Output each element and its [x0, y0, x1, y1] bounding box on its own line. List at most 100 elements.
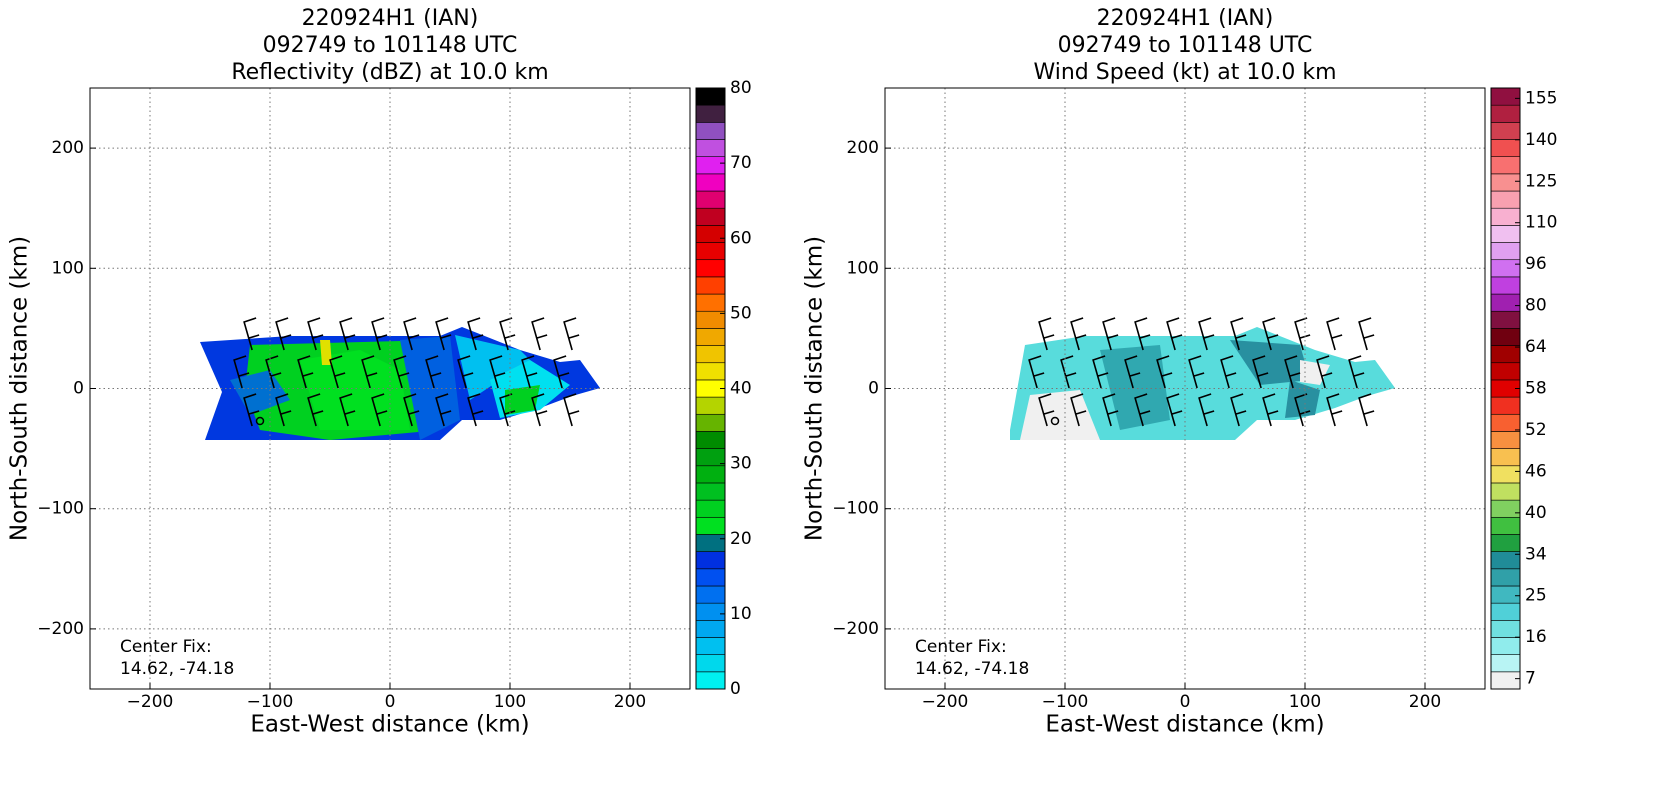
colorbar-tick-label: 140: [1525, 130, 1557, 150]
wind-barb: [1358, 393, 1375, 427]
x-tick-label: −200: [922, 692, 969, 712]
wind-barb: [1326, 317, 1343, 351]
colorbar-segment: [695, 499, 726, 518]
colorbar-segment: [1490, 310, 1521, 329]
wind-barb: [233, 355, 250, 389]
wind-barb: [553, 355, 570, 389]
colorbar-segment: [1490, 465, 1521, 484]
annotation: 14.62, -74.18: [120, 659, 234, 679]
colorbar-segment: [695, 104, 726, 123]
colorbar-segment: [695, 671, 726, 690]
y-tick-label: 0: [868, 379, 879, 399]
colorbar-segment: [695, 276, 726, 295]
y-tick-label: −100: [832, 499, 879, 519]
colorbar-segment: [1490, 620, 1521, 638]
colorbar-tick-label: 40: [730, 379, 752, 399]
wind-barb: [1316, 355, 1333, 389]
wind-barb: [329, 355, 346, 389]
colorbar-segment: [1490, 190, 1521, 209]
wind-barb: [243, 393, 260, 427]
colorbar-tick-label: 70: [730, 153, 752, 173]
wind-barb: [531, 317, 548, 351]
colorbar-tick-label: 50: [730, 303, 752, 323]
colorbar-segment: [695, 173, 726, 192]
colorbar-segment: [1490, 637, 1521, 655]
colorbar-tick-label: 16: [1525, 627, 1547, 647]
x-tick-label: 200: [614, 692, 646, 712]
plot-frame: [884, 87, 1486, 690]
annotation: Center Fix:: [120, 637, 212, 657]
colorbar-segment: [1490, 482, 1521, 501]
colorbar-segment: [695, 259, 726, 278]
colorbar-segment: [1490, 122, 1521, 140]
reflectivity-field: [200, 327, 600, 440]
colorbar-tick-label: 64: [1525, 337, 1547, 357]
x-axis-label: East-West distance (km): [1045, 712, 1324, 738]
wind-barb: [1156, 355, 1173, 389]
colorbar-tick-label: 25: [1525, 586, 1547, 606]
colorbar-segment: [695, 620, 726, 638]
annotation: 14.62, -74.18: [915, 659, 1029, 679]
wind-barb: [265, 355, 282, 389]
y-tick-label: 100: [847, 258, 879, 278]
colorbar-segment: [1490, 568, 1521, 587]
colorbar-tick-label: 110: [1525, 213, 1557, 233]
wind-barb: [1220, 355, 1237, 389]
y-tick-label: −200: [37, 619, 84, 639]
wind-barb: [1166, 393, 1183, 427]
colorbar-segment: [695, 551, 726, 570]
colorbar-tick-label: 20: [730, 529, 752, 549]
wind-barb: [1198, 317, 1215, 351]
wind-barb: [275, 393, 292, 427]
wind-barb: [1134, 317, 1151, 351]
colorbar-segment: [695, 122, 726, 140]
wind-barb: [307, 317, 324, 351]
wind-barb: [1124, 355, 1141, 389]
colorbar-segment: [695, 190, 726, 209]
x-tick-label: 100: [1289, 692, 1321, 712]
y-axis-label: North-South distance (km): [802, 236, 828, 541]
colorbar-segment: [1490, 156, 1521, 175]
wind-barb: [531, 393, 548, 427]
colorbar-segment: [1490, 431, 1521, 449]
x-axis-label: East-West distance (km): [250, 712, 529, 738]
colorbar-tick-label: 10: [730, 604, 752, 624]
colorbar-tick-label: 60: [730, 228, 752, 248]
colorbar-tick-label: 125: [1525, 171, 1557, 191]
center-marker: [1050, 416, 1060, 426]
chart-title: 220924H1 (IAN): [1097, 6, 1274, 31]
colorbar-segment: [1490, 602, 1521, 621]
wind-barb: [403, 393, 420, 427]
wind-barb: [1102, 317, 1119, 351]
colorbar-tick-label: 80: [1525, 296, 1547, 316]
colorbar-tick-label: 52: [1525, 420, 1547, 440]
wind-barb: [1284, 355, 1301, 389]
wind-barb: [361, 355, 378, 389]
wind-barb: [435, 317, 452, 351]
colorbar-segment: [695, 516, 726, 535]
colorbar-segment: [1490, 173, 1521, 192]
colorbar-segment: [695, 207, 726, 226]
chart-title: Reflectivity (dBZ) at 10.0 km: [231, 60, 548, 85]
wind-barb: [425, 355, 442, 389]
colorbar-segment: [695, 431, 726, 449]
x-tick-label: −200: [127, 692, 174, 712]
colorbar-segment: [695, 602, 726, 621]
colorbar-tick-label: 46: [1525, 461, 1547, 481]
colorbar-segment: [1490, 499, 1521, 518]
wind-barb: [1070, 317, 1087, 351]
colorbar-tick-label: 34: [1525, 544, 1547, 564]
wind-barb: [371, 393, 388, 427]
wind-barb: [457, 355, 474, 389]
colorbar-segment: [695, 413, 726, 432]
wind-barb: [403, 317, 420, 351]
colorbar-segment: [695, 87, 726, 106]
colorbar-segment: [1490, 87, 1521, 106]
wind-barb: [467, 393, 484, 427]
x-tick-label: 0: [385, 692, 396, 712]
colorbar-segment: [1490, 345, 1521, 364]
colorbar-segment: [695, 482, 726, 501]
wind-barb: [1134, 393, 1151, 427]
wind-barb: [1038, 317, 1055, 351]
